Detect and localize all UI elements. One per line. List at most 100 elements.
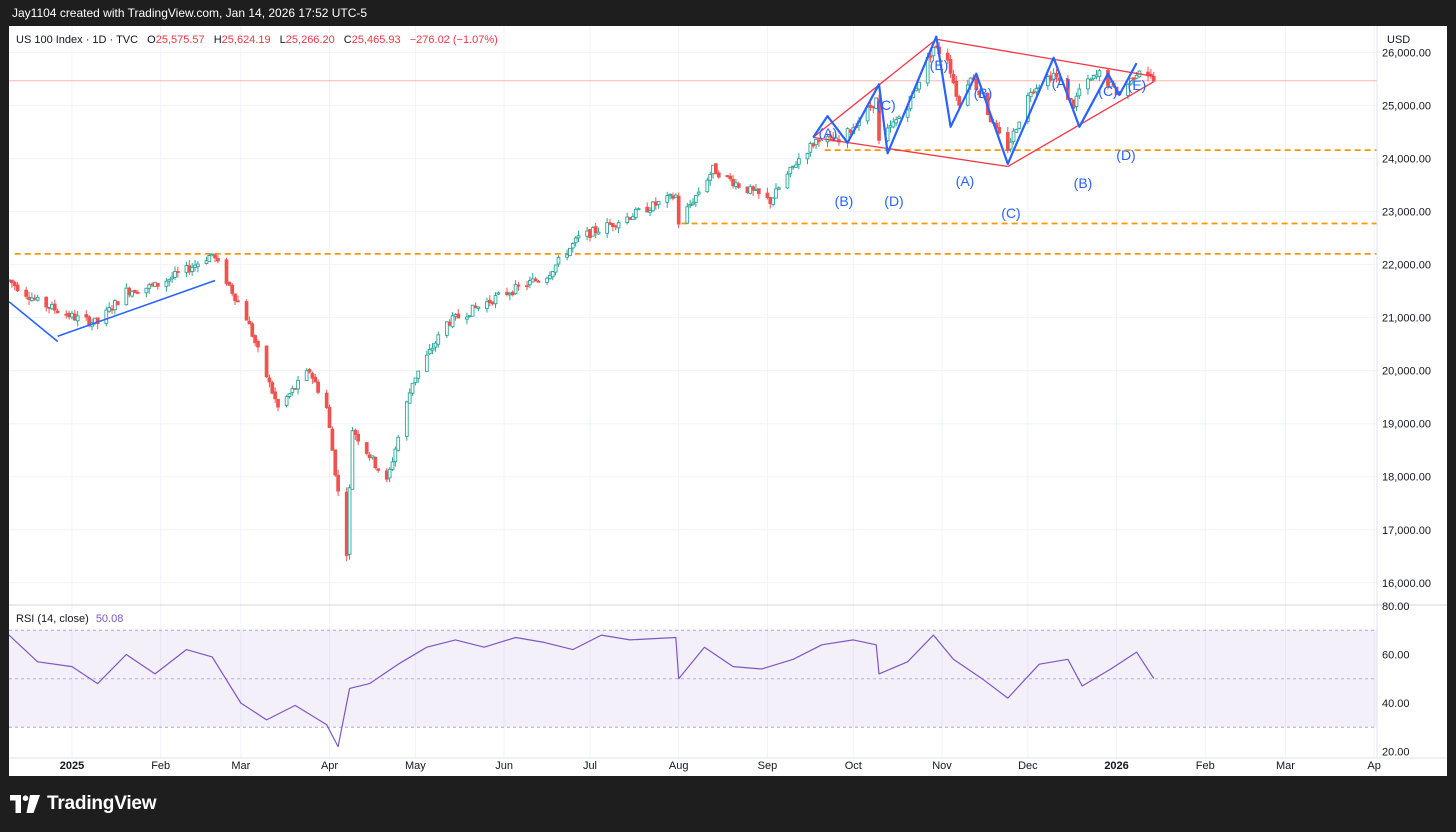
- candle-body: [407, 392, 412, 404]
- candle-body: [490, 301, 495, 305]
- price-tick-label: 18,000.00: [1382, 472, 1431, 484]
- candle-body: [72, 313, 77, 321]
- candle-body: [104, 309, 109, 325]
- candle-body: [817, 139, 821, 143]
- price-tick-label: 23,000.00: [1382, 207, 1431, 219]
- candle-body: [293, 387, 298, 390]
- candle-body: [55, 310, 60, 314]
- candle-body: [725, 175, 730, 178]
- candle-body: [1005, 132, 1010, 151]
- price-tick-label: 24,000.00: [1382, 154, 1431, 166]
- candle-body: [605, 222, 609, 234]
- pattern-trendline[interactable]: [813, 136, 1008, 168]
- candle-body: [805, 152, 810, 160]
- candle-body: [736, 183, 741, 188]
- candle-body: [350, 430, 355, 490]
- candle-body: [765, 192, 770, 198]
- candle-body: [1086, 78, 1090, 90]
- chart-panel[interactable]: 24,158.6722,775.3622,202.2825,465.93 (A)…: [7, 26, 1447, 776]
- candle-body: [307, 369, 312, 373]
- candle-body: [553, 264, 558, 273]
- candle-body: [213, 254, 217, 259]
- wave-label: (B): [974, 85, 993, 101]
- candle-body: [153, 281, 157, 287]
- candle-body: [1097, 70, 1102, 77]
- candle-body: [233, 293, 237, 302]
- candle-body: [625, 216, 630, 223]
- candle-body: [945, 52, 950, 61]
- candle-body: [127, 287, 132, 296]
- candle-body: [691, 202, 695, 205]
- time-tick-label: Aug: [669, 760, 689, 772]
- candle-body: [470, 304, 475, 317]
- candle-body: [476, 306, 481, 309]
- rsi-tick-label: 60.00: [1382, 649, 1410, 661]
- wave-line[interactable]: [812, 35, 1138, 165]
- candle-body: [373, 456, 378, 469]
- candle-body: [731, 178, 735, 187]
- legend-o-value: 25,575.57: [156, 34, 205, 46]
- candle-body: [977, 90, 982, 96]
- candle-body: [671, 195, 675, 199]
- candle-body: [1008, 141, 1013, 150]
- candle-body: [313, 376, 318, 383]
- candle-body: [1034, 87, 1039, 93]
- candle-body: [1074, 95, 1079, 107]
- candle-body: [528, 280, 532, 286]
- candle-body: [284, 396, 289, 407]
- price-axis[interactable]: [1377, 26, 1447, 776]
- candle-body: [52, 303, 57, 311]
- candle-body: [636, 208, 641, 211]
- candle-body: [450, 315, 455, 328]
- grid: [9, 26, 1377, 758]
- candle-body: [797, 158, 801, 165]
- legend: US 100 Index · 1D · TVC O25,575.57 H25,6…: [16, 34, 1410, 625]
- candle-body: [931, 47, 936, 57]
- candle-body: [1088, 78, 1093, 81]
- candle-body: [974, 78, 979, 91]
- wave-label: (C): [1098, 83, 1117, 99]
- candle-body: [64, 313, 69, 316]
- wave-label: (A): [819, 125, 838, 141]
- currency-label[interactable]: USD: [1387, 34, 1410, 46]
- candle-body: [768, 197, 773, 204]
- horizontal-levels[interactable]: 24,158.6722,775.3622,202.2825,465.93: [9, 72, 1445, 262]
- rsi-label: RSI (14, close): [16, 613, 89, 625]
- candle-body: [694, 194, 698, 203]
- time-tick-label: 2026: [1104, 760, 1128, 772]
- candle-body: [628, 217, 632, 220]
- candle-body: [891, 121, 896, 128]
- candle-body: [668, 193, 672, 196]
- candle-body: [413, 377, 418, 383]
- pattern-trendline[interactable]: [812, 38, 937, 138]
- candle-body: [124, 287, 129, 306]
- candle-body: [676, 195, 681, 225]
- candle-body: [273, 391, 278, 400]
- legend-o-label: O: [147, 34, 156, 46]
- candle-body: [344, 491, 349, 556]
- wave-line[interactable]: [57, 279, 216, 337]
- candle-body: [155, 282, 160, 287]
- chart-svg[interactable]: 24,158.6722,775.3622,202.2825,465.93 (A)…: [7, 26, 1447, 776]
- candle-body: [774, 188, 778, 199]
- candle-body: [507, 293, 512, 296]
- axes[interactable]: 2025 Feb Mar Apr May Jun Jul Aug Sep Oct Nov Dec 202…: [9, 26, 1447, 776]
- candle-body: [227, 281, 232, 286]
- candle-body: [734, 182, 738, 187]
- legend-c-label: C: [344, 34, 352, 46]
- candle-body: [290, 388, 295, 394]
- wave-line[interactable]: [8, 301, 59, 343]
- candle-body: [176, 271, 180, 273]
- candle-body: [665, 195, 670, 203]
- candle-body: [791, 165, 796, 168]
- candle-body: [877, 98, 881, 141]
- legend-c-value: 25,465.93: [352, 34, 401, 46]
- tradingview-logo-icon: [10, 795, 40, 813]
- candle-body: [130, 290, 134, 297]
- time-tick-label: Mar: [231, 760, 250, 772]
- candle-body: [771, 197, 775, 205]
- candle-body: [811, 143, 816, 147]
- pattern-trendline[interactable]: [936, 38, 1154, 78]
- annotations[interactable]: (A) (B) (C) (D) (E) (A) (B) (C) (A) (B) (C) (D) (E): [8, 35, 1155, 343]
- candle-body: [785, 173, 790, 189]
